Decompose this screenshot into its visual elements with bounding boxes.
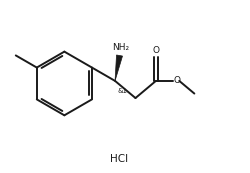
Text: O: O	[152, 46, 160, 55]
Text: O: O	[174, 76, 181, 85]
Polygon shape	[115, 55, 122, 81]
Text: HCl: HCl	[110, 154, 128, 164]
Text: NH₂: NH₂	[112, 43, 130, 52]
Text: &1: &1	[118, 88, 128, 94]
